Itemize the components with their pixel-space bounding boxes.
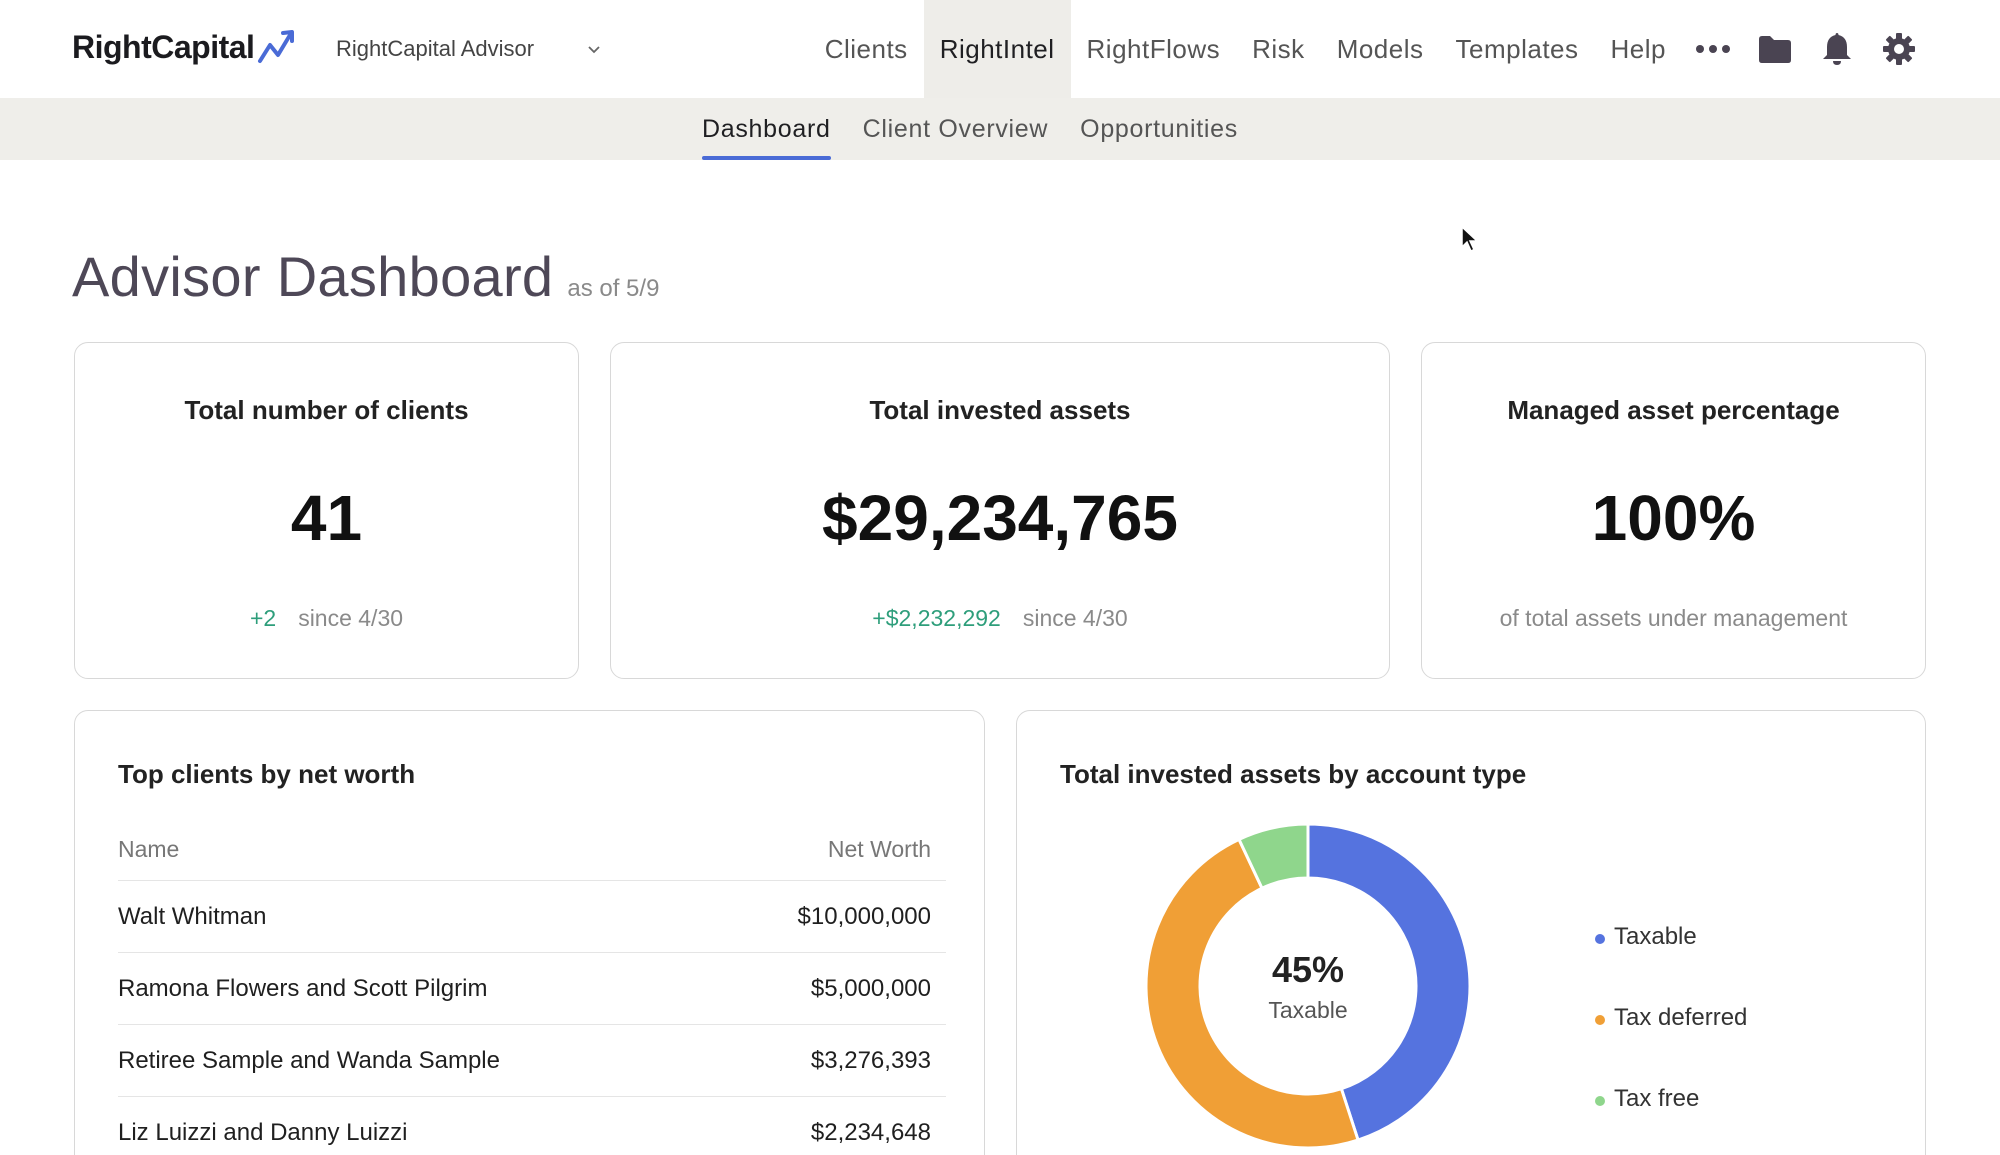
chevron-down-icon <box>588 46 600 54</box>
gear-icon <box>1883 33 1915 65</box>
client-name: Walt Whitman <box>118 902 267 930</box>
legend-item-tax-free[interactable]: Tax free <box>1595 1058 1747 1139</box>
total-invested-assets-card: Total invested assets $29,234,765 +$2,23… <box>610 342 1390 679</box>
advisor-select-value: RightCapital Advisor <box>336 36 535 61</box>
main-nav: Clients RightIntel RightFlows Risk Model… <box>809 0 2000 98</box>
account-type-card: Total invested assets by account type 45… <box>1016 710 1926 1155</box>
nav-rightintel[interactable]: RightIntel <box>923 0 1071 98</box>
legend-label: Tax free <box>1614 1084 1700 1112</box>
stat-value: 41 <box>290 482 363 554</box>
page-title: Advisor Dashboard <box>72 245 554 308</box>
top-navigation-bar: RightCapital RightCapital Advisor Client… <box>0 0 2000 98</box>
stat-delta: +$2,232,292 <box>872 605 1001 631</box>
account-type-donut-chart: 45% Taxable <box>1143 821 1473 1151</box>
stat-since: since 4/30 <box>1022 605 1128 631</box>
legend-item-taxable[interactable]: Taxable <box>1595 896 1747 977</box>
sub-navigation-bar: Dashboard Client Overview Opportunities <box>0 98 2000 160</box>
legend-dot-icon <box>1595 1014 1605 1025</box>
stat-delta: +2 <box>249 605 277 631</box>
stat-value: 100% <box>1591 482 1756 554</box>
client-name: Retiree Sample and Wanda Sample <box>118 1046 500 1074</box>
chart-legend: Taxable Tax deferred Tax free <box>1595 896 1747 1139</box>
top-clients-card: Top clients by net worth Name Net Worth … <box>74 710 985 1155</box>
client-name: Liz Luizzi and Danny Luizzi <box>118 1118 408 1146</box>
top-clients-table: Name Net Worth Walt Whitman $10,000,000 … <box>118 819 946 1155</box>
table-row[interactable]: Walt Whitman $10,000,000 <box>118 881 946 953</box>
nav-templates[interactable]: Templates <box>1455 33 1579 64</box>
nav-models[interactable]: Models <box>1336 33 1424 64</box>
stat-footer: +$2,232,292 since 4/30 <box>611 605 1389 632</box>
client-name: Ramona Flowers and Scott Pilgrim <box>118 974 488 1002</box>
client-net-worth: $2,234,648 <box>810 1118 931 1146</box>
mouse-cursor-icon <box>1461 225 1479 253</box>
bell-icon <box>1823 33 1851 65</box>
advisor-select-dropdown[interactable]: RightCapital Advisor <box>336 30 602 68</box>
section-title: Top clients by net worth <box>118 759 416 789</box>
client-net-worth: $3,276,393 <box>810 1046 931 1074</box>
rightcapital-logo[interactable]: RightCapital <box>72 24 300 70</box>
stat-value: $29,234,765 <box>822 482 1178 554</box>
stat-title: Total number of clients <box>184 395 469 425</box>
legend-dot-icon <box>1595 1095 1605 1106</box>
column-header-net-worth: Net Worth <box>827 836 931 862</box>
subnav-tabs: Dashboard Client Overview Opportunities <box>702 98 1270 160</box>
table-row[interactable]: Retiree Sample and Wanda Sample $3,276,3… <box>118 1025 946 1097</box>
total-clients-card: Total number of clients 41 +2 since 4/30 <box>74 342 579 679</box>
managed-asset-percentage-card: Managed asset percentage 100% of total a… <box>1421 342 1926 679</box>
legend-dot-icon <box>1595 933 1605 944</box>
stat-note: of total assets under management <box>1499 605 1848 631</box>
nav-rightflows[interactable]: RightFlows <box>1086 33 1221 64</box>
legend-label: Taxable <box>1614 922 1697 950</box>
stat-since: since 4/30 <box>298 605 404 631</box>
donut-center: 45% Taxable <box>1143 821 1473 1151</box>
donut-center-label: Taxable <box>1268 996 1348 1023</box>
section-title: Total invested assets by account type <box>1060 759 1527 789</box>
donut-svg <box>1144 822 1472 1150</box>
legend-item-tax-deferred[interactable]: Tax deferred <box>1595 977 1747 1058</box>
table-row[interactable]: Liz Luizzi and Danny Luizzi $2,234,648 <box>118 1097 946 1155</box>
more-icon <box>1696 45 1730 53</box>
nav-risk[interactable]: Risk <box>1252 33 1305 64</box>
tab-client-overview[interactable]: Client Overview <box>862 114 1049 143</box>
client-net-worth: $10,000,000 <box>797 902 931 930</box>
stat-title: Total invested assets <box>869 395 1131 425</box>
logo-text: RightCapital <box>72 28 255 65</box>
donut-slice-tax-deferred[interactable] <box>1144 837 1360 1150</box>
donut-slice-taxable[interactable] <box>1306 822 1472 1142</box>
donut-slice-tax-free[interactable] <box>1237 822 1310 891</box>
tab-opportunities[interactable]: Opportunities <box>1080 114 1238 143</box>
as-of-date: as of 5/9 <box>567 275 660 302</box>
notifications-button[interactable] <box>1806 0 1868 98</box>
table-row[interactable]: Ramona Flowers and Scott Pilgrim $5,000,… <box>118 953 946 1025</box>
nav-help[interactable]: Help <box>1610 33 1666 64</box>
client-net-worth: $5,000,000 <box>810 974 931 1002</box>
page-header: Advisor Dashboard as of 5/9 <box>72 244 659 309</box>
stat-footer: +2 since 4/30 <box>75 605 578 632</box>
settings-button[interactable] <box>1868 0 1930 98</box>
donut-center-percent: 45% <box>1271 948 1345 990</box>
legend-label: Tax deferred <box>1614 1003 1748 1031</box>
more-button[interactable] <box>1682 0 1744 98</box>
table-header: Name Net Worth <box>118 819 946 881</box>
stat-title: Managed asset percentage <box>1507 395 1840 425</box>
trend-arrow-icon <box>258 30 295 63</box>
files-button[interactable] <box>1744 0 1806 98</box>
column-header-name: Name <box>118 836 180 862</box>
nav-clients[interactable]: Clients <box>824 33 908 64</box>
tab-dashboard[interactable]: Dashboard <box>702 98 831 160</box>
folder-icon <box>1759 36 1791 63</box>
